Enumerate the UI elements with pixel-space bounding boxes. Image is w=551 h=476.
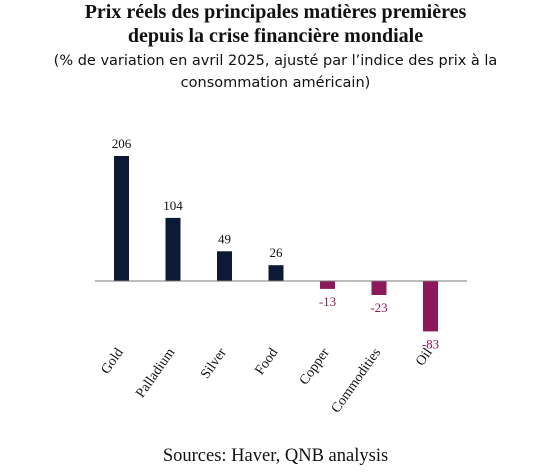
bar-chart: 206 Gold 104 Palladium 49 Silver 26 Food -13 Copp… <box>95 136 467 416</box>
chart-title-line-1: Prix réels des principales matières prem… <box>84 1 467 23</box>
chart-subtitle-line-2: consommation américain) <box>180 75 371 91</box>
bar-oil <box>423 281 438 332</box>
bar-commodities <box>371 281 387 295</box>
data-label-oil: -83 <box>422 336 439 351</box>
x-tick-palladium: Palladium <box>133 346 178 401</box>
data-label-gold: 206 <box>112 136 132 151</box>
data-label-copper: -13 <box>319 294 336 309</box>
x-tick-silver: Silver <box>198 345 230 381</box>
source-note: Sources: Haver, QNB analysis <box>162 446 389 466</box>
x-tick-food: Food <box>252 346 281 378</box>
bar-copper <box>320 281 335 289</box>
bar-food <box>268 265 284 281</box>
bar-silver <box>217 251 232 281</box>
data-label-food: 26 <box>270 245 284 260</box>
x-tick-gold: Gold <box>98 346 126 378</box>
chart-subtitle-line-1: (% de variation en avril 2025, ajusté pa… <box>53 53 498 69</box>
bar-gold <box>114 156 129 281</box>
x-tick-copper: Copper <box>297 345 333 388</box>
data-label-commodities: -23 <box>370 300 387 315</box>
chart-title-line-2: depuis la crise financière mondiale <box>127 25 424 47</box>
bar-palladium <box>165 217 181 281</box>
data-label-palladium: 104 <box>163 198 183 213</box>
data-label-silver: 49 <box>218 231 231 246</box>
x-tick-commodities: Commodities <box>329 346 385 416</box>
